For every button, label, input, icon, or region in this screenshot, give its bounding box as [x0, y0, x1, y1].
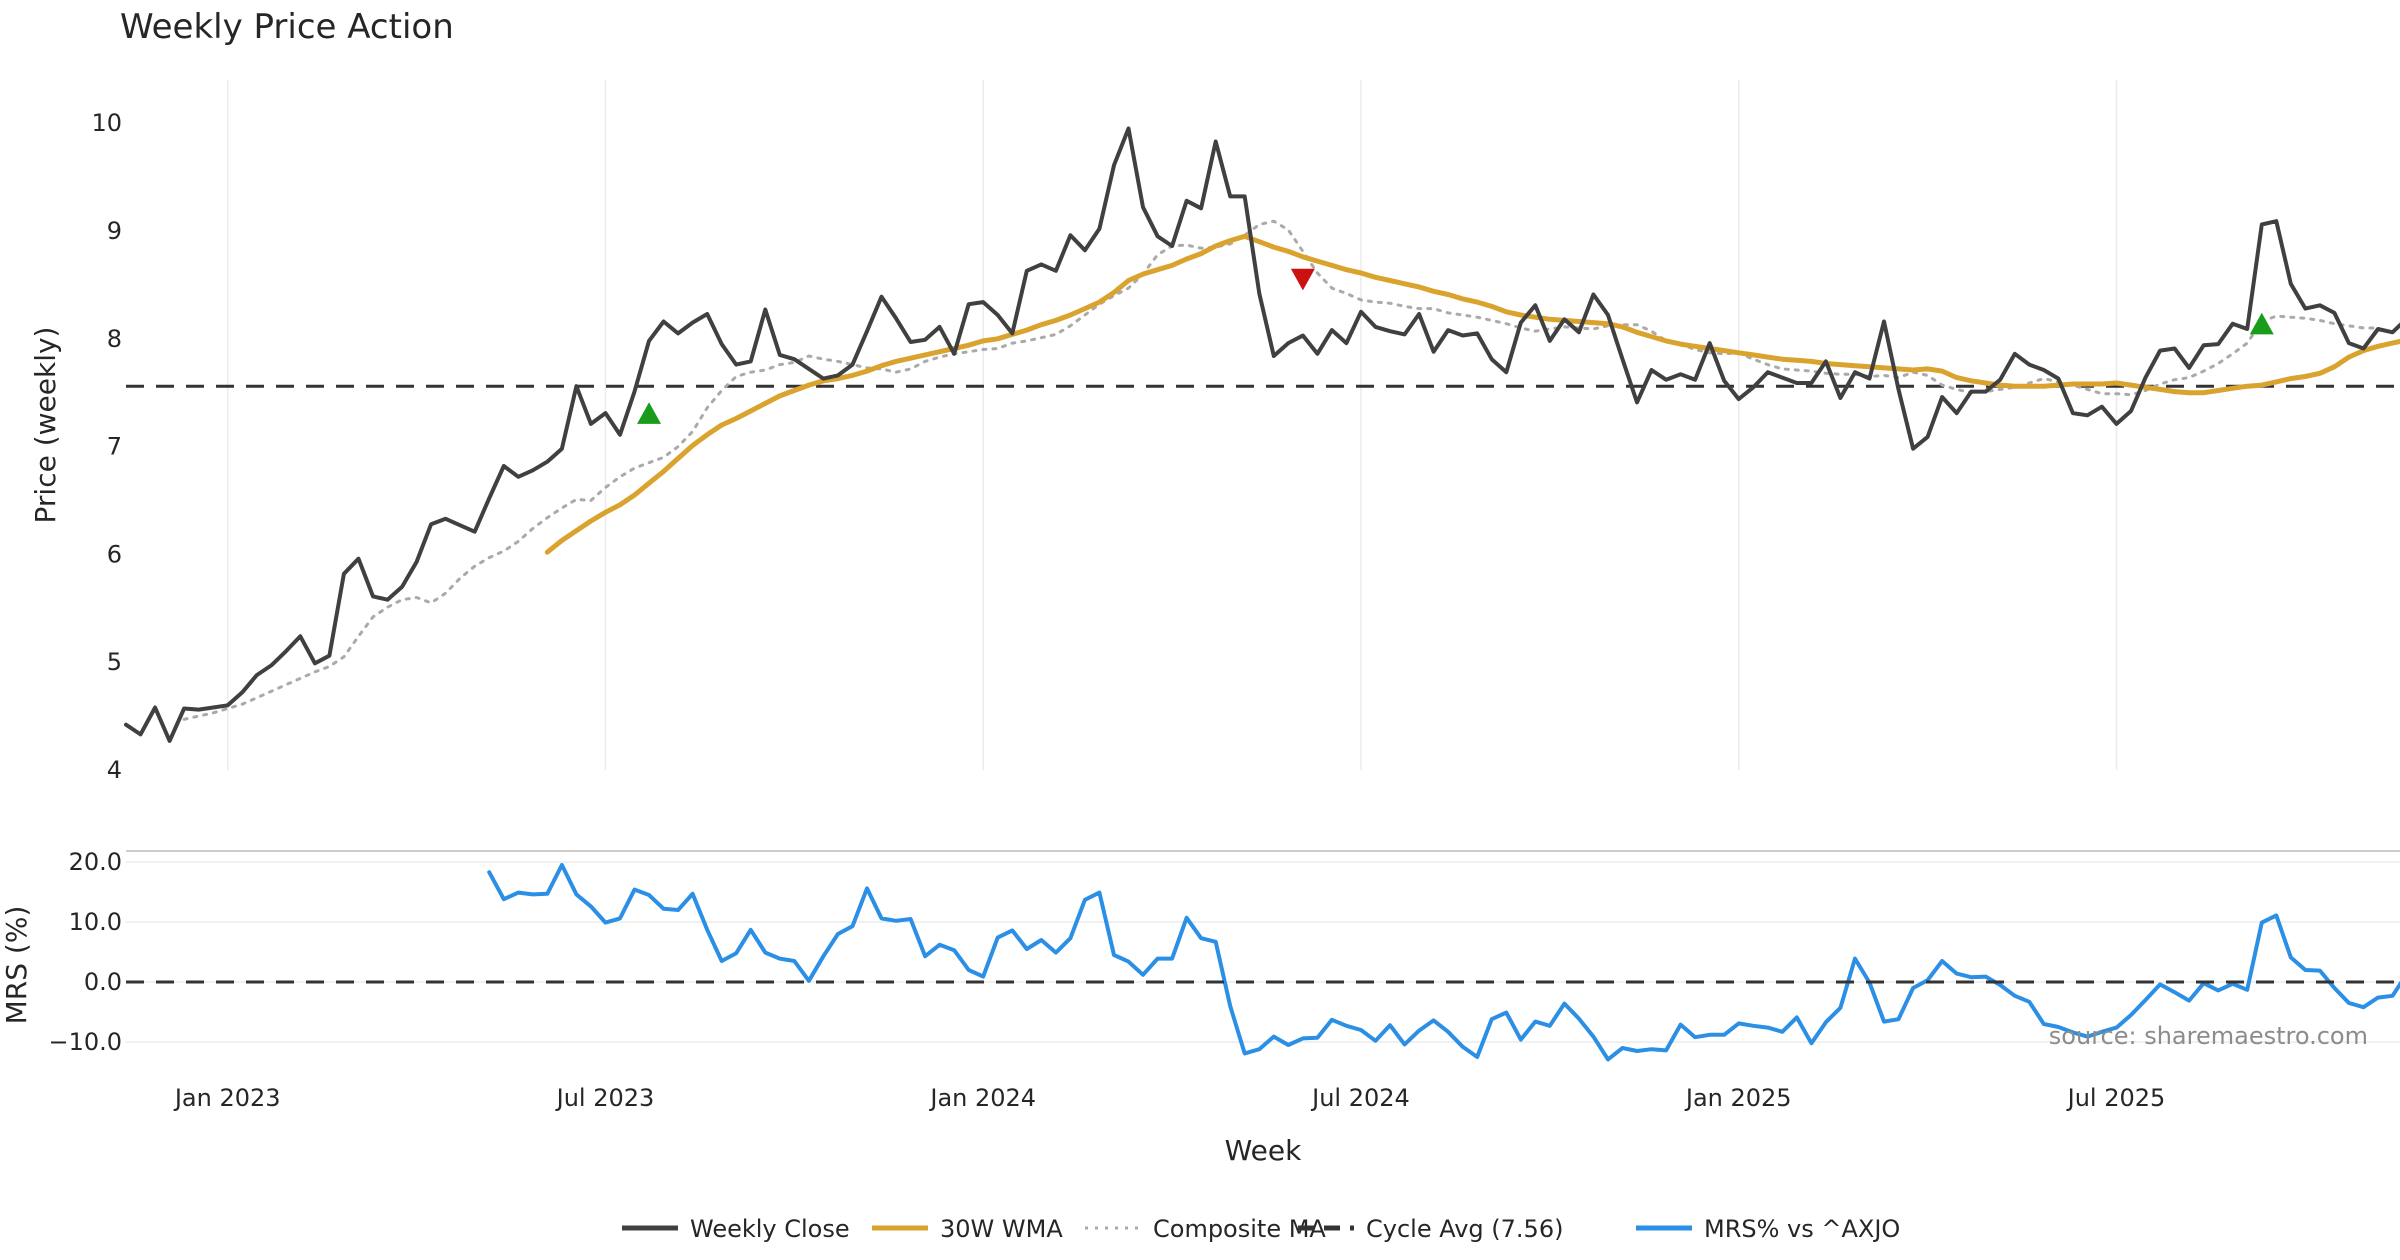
- legend-item-mrs-vs-axjo: MRS% vs ^AXJO: [1636, 1215, 1900, 1243]
- xtick-1: Jul 2023: [555, 1084, 655, 1112]
- legend-label-0: Weekly Close: [690, 1215, 850, 1243]
- xtick-5: Jul 2025: [2066, 1084, 2166, 1112]
- price-ytick-6: 10: [91, 109, 122, 137]
- xtick-0: Jan 2023: [173, 1084, 281, 1112]
- price-y-axis-label: Price (weekly): [29, 327, 62, 524]
- legend: Weekly Close 30W WMA Composite MA Cycle Avg…: [622, 1215, 1900, 1243]
- price-ytick-3: 7: [107, 433, 122, 461]
- buy-signal-marker-0: [637, 402, 662, 424]
- price-ytick-5: 9: [107, 217, 122, 245]
- price-ytick-4: 8: [107, 325, 122, 353]
- mrs-y-axis-label: MRS (%): [0, 906, 33, 1025]
- xtick-2: Jan 2024: [928, 1084, 1036, 1112]
- mrs-ytick-3: 20.0: [69, 848, 122, 876]
- mrs-y-ticks: −10.0 0.0 10.0 20.0: [48, 848, 122, 1056]
- xtick-3: Jul 2024: [1310, 1084, 1410, 1112]
- price-series-weekly-close: [124, 126, 2400, 743]
- price-ytick-1: 5: [107, 648, 122, 676]
- series-layer: [124, 126, 2400, 1062]
- legend-item-weekly-close: Weekly Close: [622, 1215, 850, 1243]
- marker-layer: [637, 268, 2274, 424]
- legend-label-2: Composite MA: [1153, 1215, 1326, 1243]
- legend-label-1: 30W WMA: [940, 1215, 1063, 1243]
- sell-signal-marker-1: [1290, 268, 1315, 291]
- xtick-4: Jan 2025: [1684, 1084, 1792, 1112]
- legend-item-cycle-avg-7-56-: Cycle Avg (7.56): [1298, 1215, 1563, 1243]
- x-axis-label: Week: [1225, 1134, 1302, 1167]
- price-y-ticks: 4 5 6 7 8 9 10: [91, 109, 122, 784]
- mrs-ytick-2: 10.0: [69, 908, 122, 936]
- legend-label-3: Cycle Avg (7.56): [1366, 1215, 1563, 1243]
- legend-item-30w-wma: 30W WMA: [872, 1215, 1063, 1243]
- x-ticks: Jan 2023 Jul 2023 Jan 2024 Jul 2024 Jan 2025…: [173, 1084, 2165, 1112]
- mrs-ytick-0: −10.0: [48, 1028, 122, 1056]
- source-note: source: sharemaestro.com: [2049, 1022, 2368, 1050]
- mrs-ytick-1: 0.0: [84, 968, 122, 996]
- legend-label-4: MRS% vs ^AXJO: [1704, 1215, 1900, 1243]
- legend-item-composite-ma: Composite MA: [1085, 1215, 1326, 1243]
- chart-title: Weekly Price Action: [120, 7, 454, 47]
- buy-signal-marker-2: [2249, 312, 2274, 335]
- price-ytick-0: 4: [107, 756, 122, 784]
- mrs-series-mrs-vs-axjo: [487, 863, 2400, 1062]
- price-series-30w-wma: [544, 233, 2400, 555]
- price-ytick-2: 6: [107, 540, 122, 568]
